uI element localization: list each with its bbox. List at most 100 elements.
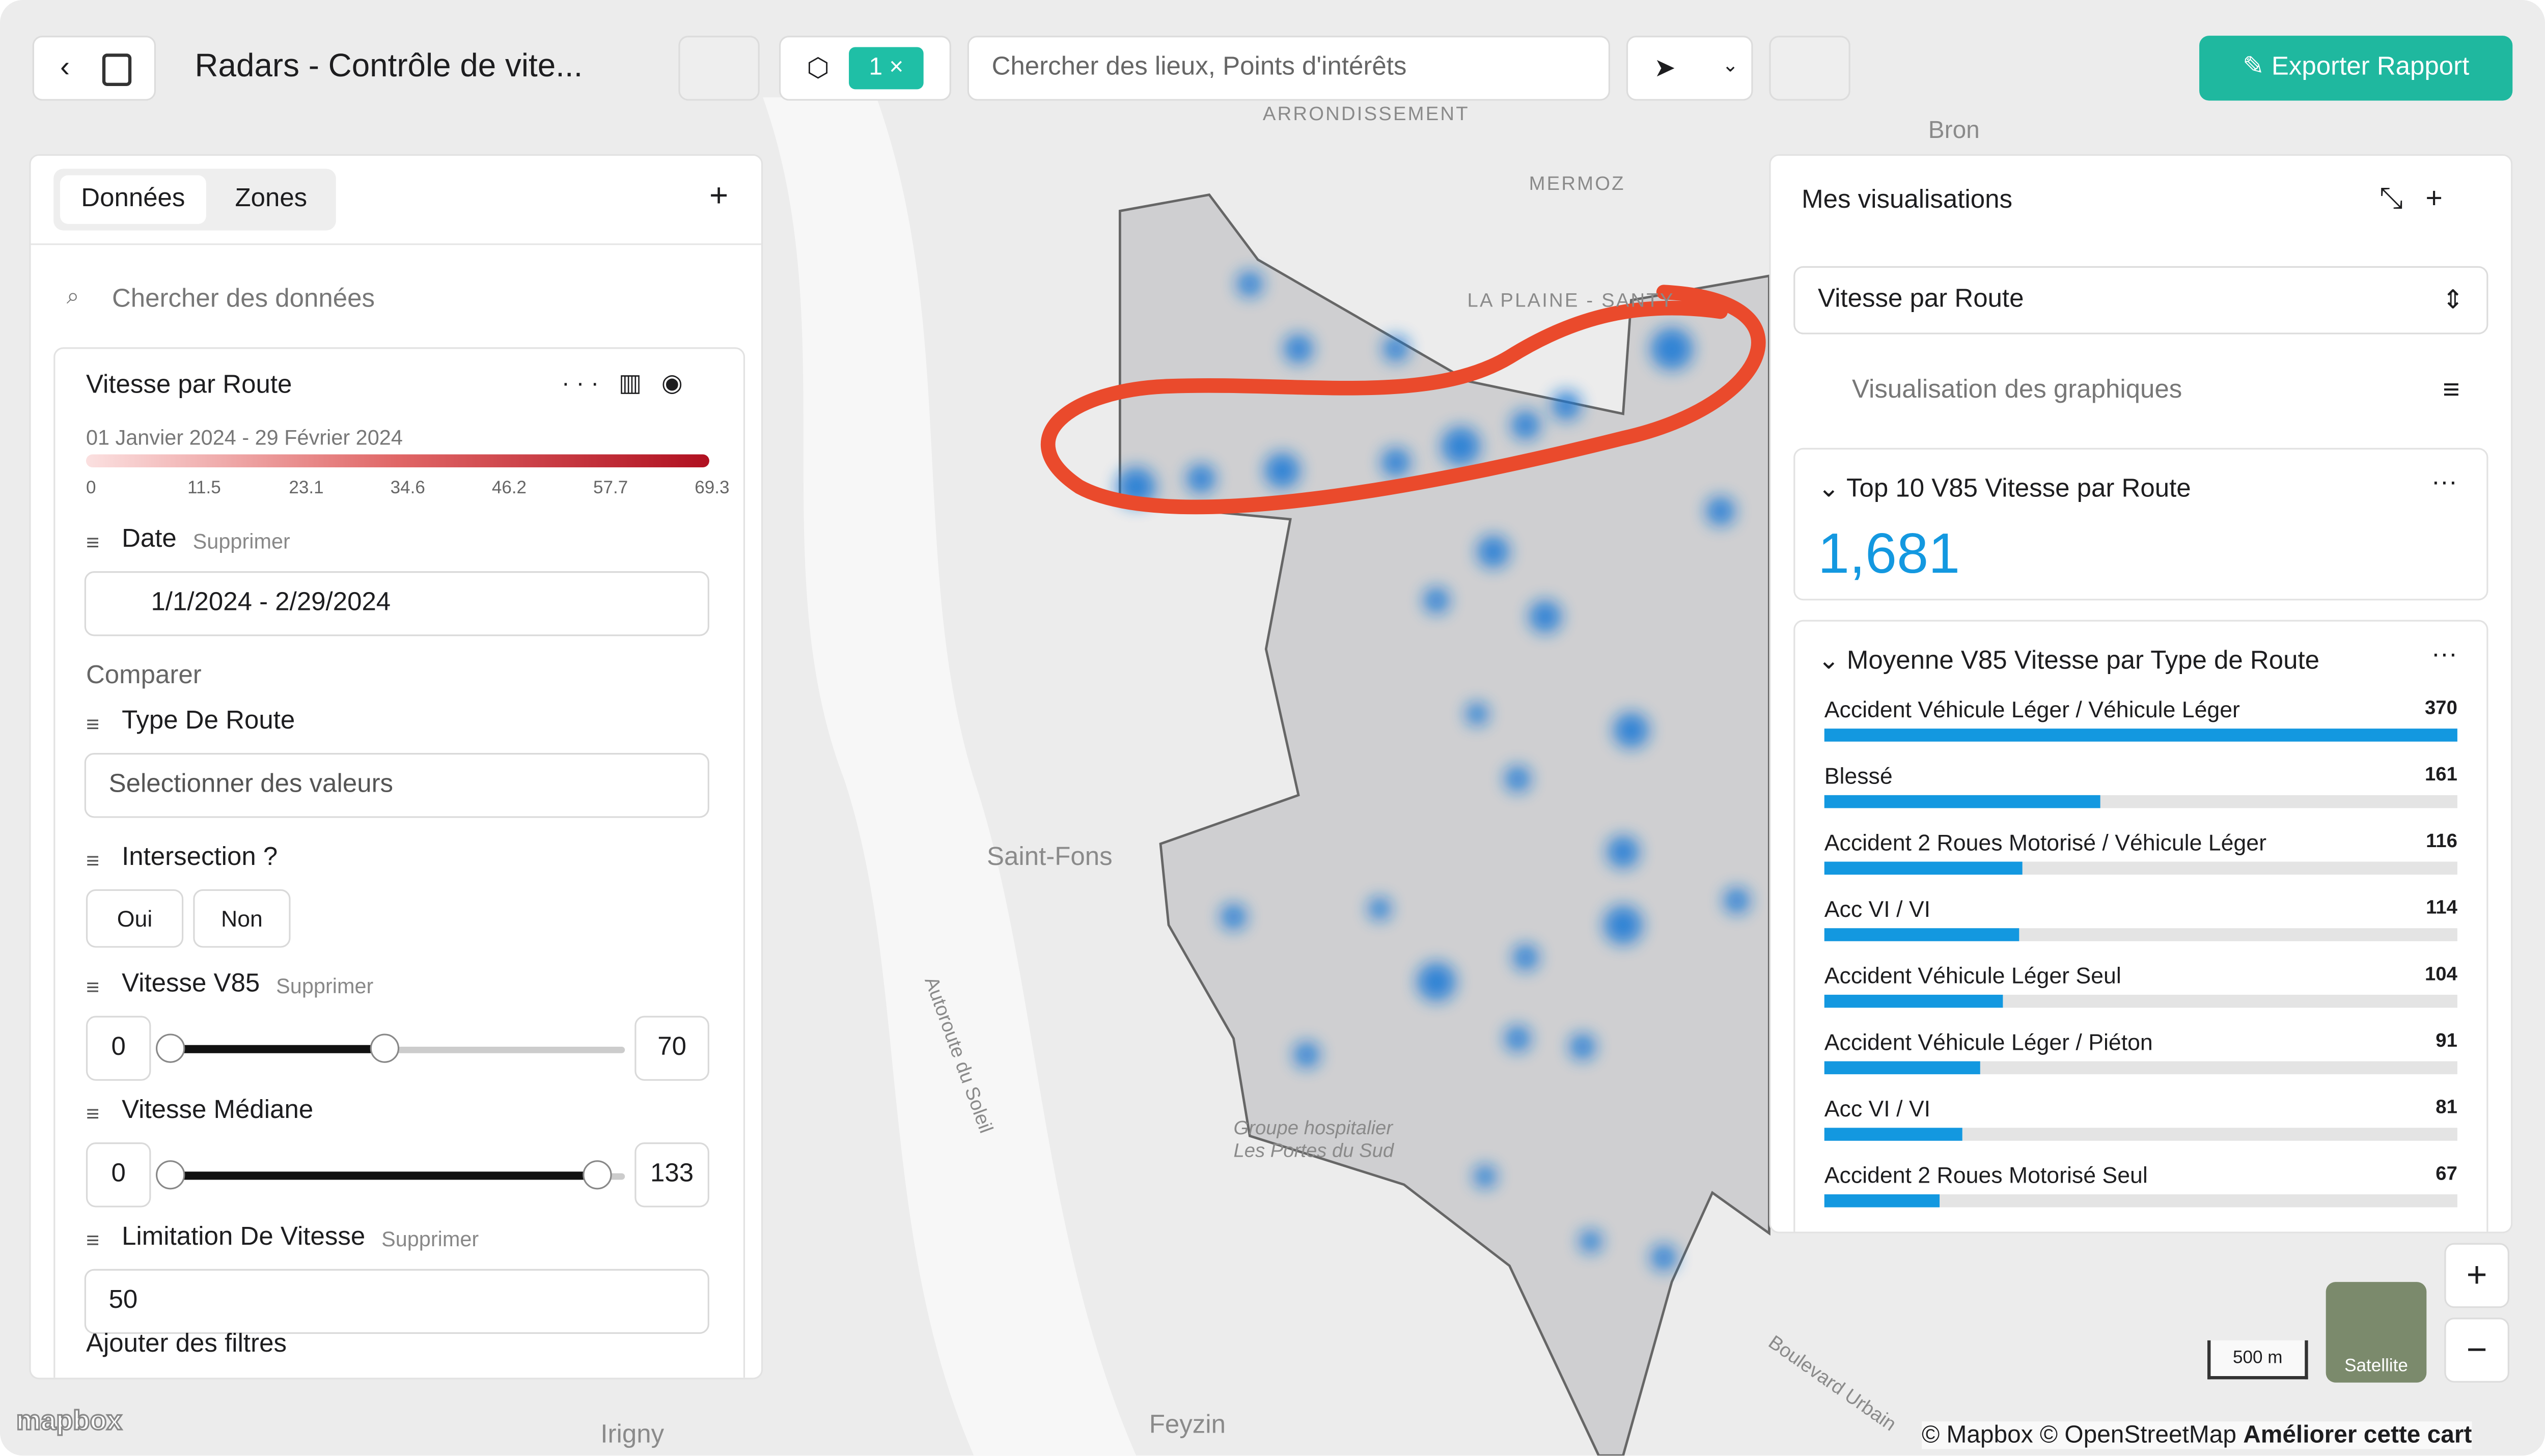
filter-icon: ≡ — [86, 973, 99, 1000]
bar-label: Blessé — [1824, 763, 1893, 789]
card-menu[interactable]: ··· — [2431, 641, 2457, 669]
map-label: Feyzin — [1149, 1412, 1226, 1440]
bar — [1824, 861, 2023, 875]
filter-value: 1/1/2024 - 2/29/2024 — [151, 589, 391, 617]
bar-card: ⌄ Moyenne V85 Vitesse par Type de Route … — [1793, 620, 2488, 1232]
bar-value: 91 — [2436, 1028, 2457, 1052]
menu-icon[interactable]: ≡ — [2443, 373, 2460, 406]
date-range: 01 Janvier 2024 - 29 Février 2024 — [86, 425, 403, 450]
bar — [1824, 994, 2003, 1008]
visualization-panel: Mes visualisations ⤡+ Vitesse par Route ⇕… — [1769, 154, 2513, 1234]
range-max[interactable]: 70 — [634, 1016, 709, 1081]
legend-tick: 11.5 — [187, 479, 221, 498]
map-label: LA PLAINE - SANTY — [1467, 289, 1675, 312]
export-label: Exporter Rapport — [2271, 53, 2470, 81]
kpi-card: ⌄ Top 10 V85 Vitesse par Route ··· 1,681 — [1793, 447, 2488, 601]
legend-tick: 34.6 — [390, 479, 425, 498]
attribution-text: © Mapbox © OpenStreetMap — [1922, 1421, 2236, 1449]
bar-label: Accident 2 Roues Motorisé / Véhicule Lég… — [1824, 829, 2266, 855]
map-label: ARRONDISSEMENT — [1262, 102, 1470, 125]
range-min[interactable]: 0 — [86, 1016, 151, 1081]
viz-select[interactable]: Vitesse par Route ⇕ — [1793, 266, 2488, 334]
back-toggle[interactable]: ‹ — [32, 36, 156, 101]
filter-label: Vitesse Médiane — [122, 1097, 314, 1125]
map-label: Irigny — [600, 1421, 665, 1449]
layer-actions[interactable]: ··· ▥ ◉ — [561, 370, 689, 398]
bar — [1824, 1128, 1963, 1141]
slider-fill — [170, 1171, 597, 1180]
bar — [1824, 1194, 1939, 1208]
map-label: MERMOZ — [1529, 172, 1625, 195]
add-button[interactable]: + — [709, 178, 729, 214]
heatmap — [1117, 271, 1750, 1271]
card-menu[interactable]: ··· — [2431, 469, 2457, 497]
slider-thumb[interactable] — [156, 1033, 185, 1063]
bar — [1824, 729, 2457, 742]
legend-ticks: 0 11.5 23.1 34.6 46.2 57.7 69.3 — [86, 479, 730, 501]
filter-input[interactable]: 50 — [84, 1269, 709, 1334]
export-button[interactable]: ✎ Exporter Rapport — [2199, 36, 2513, 101]
zoom-in[interactable]: + — [2444, 1243, 2509, 1308]
satellite-toggle[interactable]: Satellite — [2326, 1282, 2427, 1383]
attribution: © Mapbox © OpenStreetMap Améliorer cette… — [1922, 1421, 2472, 1449]
layer-title: Vitesse par Route — [86, 371, 292, 400]
layout-button[interactable] — [1769, 36, 1850, 101]
data-search[interactable]: Chercher des données — [112, 286, 375, 314]
remove-filter[interactable]: Supprimer — [381, 1226, 479, 1251]
mapbox-logo: mapbox — [15, 1405, 123, 1437]
panel-actions[interactable]: ⤡+ — [2379, 182, 2466, 214]
slider-thumb[interactable] — [583, 1160, 612, 1190]
range-min[interactable]: 0 — [86, 1142, 151, 1208]
bar-value: 67 — [2436, 1162, 2457, 1185]
legend-tick: 23.1 — [289, 479, 324, 498]
filter-chip[interactable]: 1 × — [849, 47, 924, 90]
filter-label: Date — [122, 525, 177, 553]
filter-input[interactable]: Selectionner des valeurs — [84, 753, 709, 818]
divider — [31, 243, 761, 245]
bar — [1824, 1061, 1980, 1075]
bar-value: 116 — [2426, 829, 2457, 852]
filter-icon: ≡ — [86, 847, 99, 873]
improve-map[interactable]: Améliorer cette cart — [2243, 1421, 2472, 1449]
place-search[interactable]: Chercher des lieux, Points d'intérêts — [967, 36, 1610, 101]
filter-icon: ≡ — [86, 1100, 99, 1127]
bar-label: Acc VI / VI — [1824, 1095, 1931, 1122]
filter-input[interactable]: 1/1/2024 - 2/29/2024 — [84, 571, 709, 636]
bar-label: Accident Véhicule Léger Seul — [1824, 962, 2121, 989]
option-button[interactable]: Non — [193, 889, 291, 948]
bar — [1824, 795, 2100, 808]
zoom-out[interactable]: − — [2444, 1318, 2509, 1383]
slider-fill — [170, 1045, 385, 1053]
filter-count: 1 — [869, 53, 883, 81]
search-icon: ⌕ — [66, 282, 79, 309]
bar-label: Acc VI / VI — [1824, 895, 1931, 922]
add-filters[interactable]: Ajouter des filtres — [86, 1330, 287, 1358]
remove-filter[interactable]: Supprimer — [276, 973, 374, 998]
tab[interactable]: Zones — [235, 185, 308, 213]
zone-filter[interactable]: ⬡ 1 × — [779, 36, 951, 101]
select-tool[interactable]: ➤ ⌄ — [1626, 36, 1753, 101]
remove-filter[interactable]: Supprimer — [192, 529, 290, 553]
option-button[interactable]: Oui — [86, 889, 184, 948]
legend-gradient — [86, 454, 709, 467]
filter-label: Intersection ? — [122, 844, 278, 872]
slider-thumb[interactable] — [370, 1033, 400, 1063]
kpi-value: 1,681 — [1818, 522, 1960, 586]
app-title: Radars - Contrôle de vite... — [195, 48, 583, 85]
panel-title: Mes visualisations — [1802, 186, 2012, 214]
viz-search[interactable]: Visualisation des graphiques — [1851, 376, 2182, 404]
range-max[interactable]: 133 — [634, 1142, 709, 1208]
legend-tick: 57.7 — [593, 479, 628, 498]
slider-thumb[interactable] — [156, 1160, 185, 1190]
data-panel: Données Zones + Chercher des données ⌕ V… — [29, 154, 763, 1380]
bar-value: 114 — [2426, 895, 2457, 919]
filter-icon: ≡ — [86, 711, 99, 737]
map-label: Groupe hospitalier Les Portes du Sud — [1233, 1116, 1394, 1162]
data-button[interactable] — [678, 36, 760, 101]
filter-icon: ≡ — [86, 1226, 99, 1253]
kpi-title-text: Top 10 V85 Vitesse par Route — [1846, 475, 2191, 503]
viz-selected: Vitesse par Route — [1818, 286, 2024, 314]
bar-label: Accident Véhicule Léger / Véhicule Léger — [1824, 696, 2240, 722]
tab[interactable]: Données — [60, 175, 206, 224]
